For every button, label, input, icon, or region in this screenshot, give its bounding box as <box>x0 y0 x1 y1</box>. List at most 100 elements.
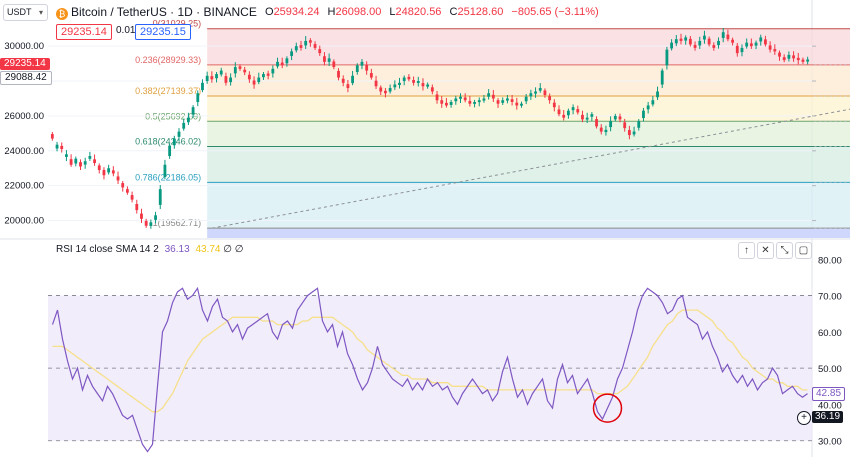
rsi-sma-axis-tag: 42.85 <box>812 387 846 401</box>
candle-body <box>308 40 312 43</box>
candle-body <box>749 43 753 47</box>
candle-body <box>566 110 570 116</box>
candle-body <box>703 35 706 40</box>
candle-body <box>327 58 331 62</box>
candle-body <box>210 76 214 80</box>
fib-level-label: 0.236(28929.33) <box>135 55 201 65</box>
ohlc-high-value: 26098.00 <box>335 6 382 18</box>
candle-body <box>374 80 378 87</box>
candle-body <box>679 38 683 41</box>
candle-body <box>337 70 340 78</box>
candle-body <box>186 117 190 123</box>
candle-body <box>646 105 650 110</box>
rsi-band-fill <box>48 295 812 441</box>
chevron-down-icon: ▾ <box>38 8 43 17</box>
candle-body <box>576 109 580 113</box>
candle-body <box>731 39 734 43</box>
candle-body <box>168 145 172 157</box>
candle-body <box>97 165 101 170</box>
candle-body <box>304 40 308 46</box>
candle-body <box>717 40 720 46</box>
candle-body <box>158 189 162 205</box>
maximize-icon: ▢ <box>798 245 809 256</box>
candle-body <box>806 59 810 62</box>
highlight-circle-rsi <box>592 393 623 423</box>
candle-body <box>60 145 64 150</box>
sell-price-button[interactable]: 29235.14 <box>56 24 112 40</box>
candle-body <box>487 93 491 97</box>
close-pane-button[interactable]: ✕ <box>757 242 774 259</box>
rsi-line <box>51 286 808 453</box>
close-icon: ✕ <box>761 245 770 256</box>
symbol-title-text: Bitcoin / TetherUS · 1D · BINANCE <box>71 5 257 19</box>
quote-selector-button[interactable]: USDT ▾ <box>3 4 48 21</box>
rsi-legend-hidden-icons: ∅ ∅ <box>223 244 244 255</box>
ohlc-open-value: 25934.24 <box>273 6 320 18</box>
candle-body <box>144 220 148 226</box>
candle-body <box>332 61 336 68</box>
candle-body <box>688 38 692 45</box>
fib-zone <box>207 96 850 122</box>
maximize-pane-button[interactable]: ▢ <box>795 242 812 259</box>
candle-body <box>163 164 167 177</box>
candle-body <box>538 88 542 91</box>
candle-body <box>196 93 200 102</box>
move-pane-up-button[interactable]: ↑ <box>738 242 755 259</box>
candle-body <box>548 96 552 101</box>
candle-body <box>585 117 589 120</box>
buy-price-button[interactable]: 29235.15 <box>135 24 191 40</box>
symbol-title[interactable]: ₿ Bitcoin / TetherUS · 1D · BINANCE <box>56 5 257 20</box>
rsi-tick-label: 50.00 <box>818 364 842 375</box>
candle-body <box>721 32 725 38</box>
candle-body <box>543 90 547 95</box>
candle-body <box>599 127 603 132</box>
candle-body <box>430 87 434 92</box>
candle-body <box>318 49 322 54</box>
candle-body <box>778 52 781 57</box>
candle-body <box>454 98 458 102</box>
candle-body <box>595 119 598 127</box>
candle-body <box>215 74 218 79</box>
bitcoin-icon: ₿ <box>56 8 68 20</box>
price-tick-label: 24000.00 <box>4 146 44 157</box>
candle-body <box>172 138 176 146</box>
candle-body <box>346 84 350 89</box>
candle-body <box>266 73 270 76</box>
candle-body <box>243 69 247 73</box>
candle-body <box>496 100 500 104</box>
candle-body <box>412 79 415 83</box>
candle-body <box>473 101 476 104</box>
ohlc-open-label: O <box>265 6 274 18</box>
candle-body <box>351 75 354 84</box>
candle-body <box>501 100 505 103</box>
candle-body <box>421 83 425 87</box>
candle-body <box>238 66 242 69</box>
candle-body <box>262 74 265 78</box>
candle-body <box>449 101 453 105</box>
current-price-tag: 29235.14 <box>0 58 50 70</box>
collapse-pane-button[interactable]: ⤡ <box>776 242 793 259</box>
candle-body <box>294 46 298 51</box>
candle-body <box>50 134 54 139</box>
ohlc-close-label: C <box>449 6 458 18</box>
candle-body <box>445 102 448 106</box>
candle-body <box>698 40 702 46</box>
candle-body <box>276 61 279 67</box>
candle-body <box>323 56 326 62</box>
candle-body <box>571 107 575 111</box>
add-crosshair-icon[interactable]: + <box>797 411 811 425</box>
fib-level-label: 0.786(22186.05) <box>135 172 201 182</box>
rsi-legend[interactable]: RSI 14 close SMA 14 2 36.13 43.74 ∅ ∅ <box>56 244 243 255</box>
candle-body <box>271 68 275 74</box>
candle-body <box>435 94 439 101</box>
candle-body <box>670 42 674 49</box>
candle-body <box>656 91 659 98</box>
candle-body <box>590 114 594 117</box>
candle-body <box>562 114 566 118</box>
quote-selector-label: USDT <box>7 7 32 17</box>
previous-close-tag: 29088.42 <box>0 71 52 85</box>
price-tick-label: 20000.00 <box>4 216 44 227</box>
candle-body <box>707 38 711 45</box>
candle-body <box>360 61 364 66</box>
